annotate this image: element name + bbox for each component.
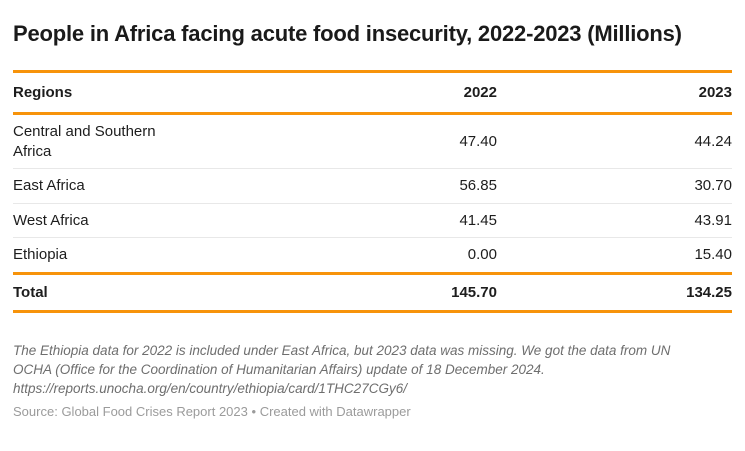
table-header-row: Regions 2022 2023 [13, 70, 732, 116]
region-label: East Africa [13, 168, 193, 204]
source-label: Source: [13, 404, 58, 419]
value-2023: 30.70 [497, 168, 732, 204]
column-header-regions: Regions [13, 70, 193, 116]
total-2022: 145.70 [193, 271, 497, 313]
total-label: Total [13, 271, 193, 313]
column-header-2022: 2022 [193, 70, 497, 116]
footnote: The Ethiopia data for 2022 is included u… [13, 341, 703, 398]
table-row-east-africa: East Africa 56.85 30.70 [13, 168, 732, 204]
value-2022: 56.85 [193, 168, 497, 204]
region-label: Ethiopia [13, 237, 193, 274]
table-total-row: Total 145.70 134.25 [13, 271, 732, 313]
footnote-text: The Ethiopia data for 2022 is included u… [13, 342, 671, 377]
value-2022: 41.45 [193, 202, 497, 238]
value-2022: 0.00 [193, 237, 497, 274]
value-2023: 43.91 [497, 202, 732, 238]
footnote-url-link[interactable]: https://reports.unocha.org/en/country/et… [13, 380, 407, 396]
source-line: Source: Global Food Crises Report 2023 •… [13, 403, 732, 421]
column-header-2023: 2023 [497, 70, 732, 116]
data-table: Regions 2022 2023 Central and Southern A… [13, 70, 732, 313]
value-2023: 15.40 [497, 237, 732, 274]
value-2022: 47.40 [459, 132, 497, 150]
datawrapper-credit-link[interactable]: Created with Datawrapper [259, 404, 411, 419]
region-label: West Africa [13, 202, 193, 238]
table-row-west-africa: West Africa 41.45 43.91 [13, 202, 732, 238]
region-label: Central and Southern Africa [13, 123, 156, 160]
table-row-central-southern-africa: Central and Southern Africa 47.40 44.24 [13, 114, 732, 169]
source-separator: • [251, 404, 257, 419]
table-row-ethiopia: Ethiopia 0.00 15.40 [13, 237, 732, 274]
total-2023: 134.25 [497, 271, 732, 313]
value-2023: 44.24 [694, 132, 732, 150]
page-title: People in Africa facing acute food insec… [13, 21, 682, 46]
source-name: Global Food Crises Report 2023 [61, 404, 248, 419]
